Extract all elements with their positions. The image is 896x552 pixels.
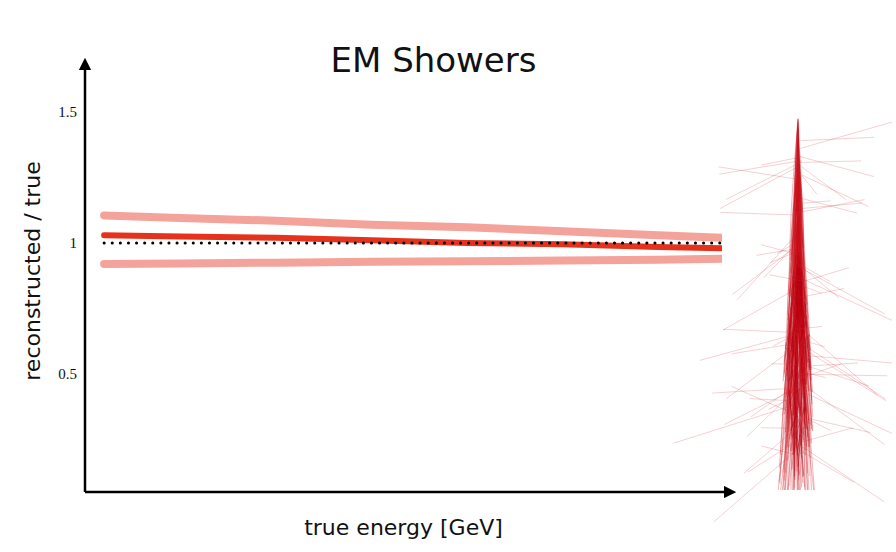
band-line bbox=[104, 259, 722, 264]
reference-line bbox=[104, 241, 722, 244]
x-axis-title: true energy [GeV] bbox=[304, 515, 503, 540]
band-line bbox=[104, 235, 722, 248]
plot-area bbox=[104, 215, 722, 263]
y-tick-label: 0.5 bbox=[58, 366, 77, 382]
y-tick-label: 1 bbox=[70, 235, 78, 251]
y-axis bbox=[84, 64, 87, 492]
x-axis bbox=[85, 491, 730, 494]
chart: EM Showers 0.5 1 1.5 reconstructed / true tru… bbox=[0, 0, 896, 552]
y-tick-label: 1.5 bbox=[58, 104, 77, 120]
shower-illustration bbox=[674, 118, 892, 521]
title: EM Showers bbox=[331, 40, 537, 80]
y-axis-title: reconstructed / true bbox=[20, 161, 45, 380]
